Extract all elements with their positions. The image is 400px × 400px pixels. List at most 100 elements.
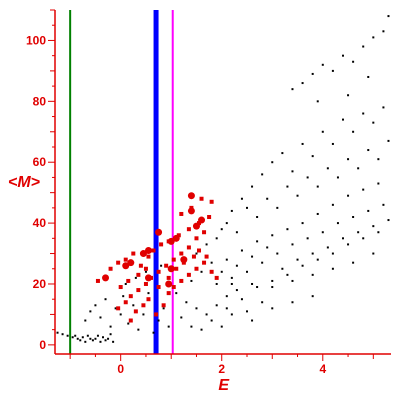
data-point [362, 237, 365, 240]
data-point [326, 167, 329, 170]
data-point [362, 188, 365, 191]
data-point [156, 269, 161, 274]
data-point [205, 313, 208, 316]
data-point [99, 316, 102, 319]
data-point [336, 176, 339, 179]
data-point [321, 130, 324, 133]
data-point [109, 325, 112, 328]
data-point [143, 266, 148, 271]
data-point [179, 251, 184, 256]
data-point [387, 139, 390, 142]
data-point [377, 182, 380, 185]
data-point [246, 206, 248, 209]
data-point [235, 289, 238, 292]
data-point [146, 297, 151, 302]
data-point [112, 340, 115, 343]
data-point [160, 264, 163, 267]
data-point [136, 272, 141, 277]
data-point [179, 278, 184, 283]
data-point [180, 316, 183, 319]
data-point [143, 281, 148, 286]
data-point [122, 262, 130, 270]
x-tick-label: 0 [117, 362, 124, 376]
data-point [220, 270, 223, 273]
data-point [81, 336, 84, 339]
data-point [291, 279, 294, 282]
data-point [256, 240, 259, 243]
data-point [147, 292, 150, 295]
data-point [166, 275, 171, 280]
data-point [316, 212, 319, 215]
data-point [367, 75, 370, 78]
data-point [321, 231, 324, 234]
data-point [152, 331, 155, 334]
data-point [186, 227, 191, 232]
data-point [192, 222, 200, 230]
data-point [276, 206, 279, 209]
data-point [155, 228, 163, 236]
data-point [104, 298, 107, 301]
data-point [202, 230, 207, 235]
data-points [56, 15, 390, 343]
data-point [256, 286, 259, 289]
data-point [362, 45, 365, 48]
data-point [342, 54, 344, 57]
data-point [128, 294, 133, 299]
data-point [266, 246, 269, 249]
data-point [199, 196, 204, 201]
data-point [56, 331, 59, 334]
data-point [209, 199, 214, 204]
data-point [127, 322, 130, 325]
data-point [116, 260, 121, 265]
data-point [372, 252, 375, 255]
data-point [347, 194, 350, 197]
data-point [321, 63, 324, 66]
data-point [71, 336, 74, 339]
y-tick-label: 0 [39, 338, 46, 352]
data-point [164, 263, 169, 268]
data-point [142, 313, 145, 316]
x-tick-label: 4 [319, 362, 326, 376]
data-point [144, 270, 147, 273]
data-point [331, 267, 334, 270]
data-point [301, 142, 304, 145]
data-point [230, 209, 233, 212]
data-point [128, 318, 133, 323]
data-point [246, 270, 248, 273]
data-point [246, 310, 248, 313]
y-tick-label: 80 [33, 94, 47, 108]
data-point [377, 158, 380, 161]
data-point [271, 234, 274, 237]
data-point [336, 222, 339, 225]
data-point [127, 259, 135, 267]
data-point [114, 307, 117, 310]
data-point [91, 339, 94, 342]
data-point [138, 263, 143, 268]
data-point [172, 234, 180, 242]
data-point [159, 242, 164, 247]
data-point [84, 319, 87, 322]
data-point [316, 258, 319, 261]
data-point [331, 252, 334, 255]
data-point [347, 158, 350, 161]
data-point [306, 176, 309, 179]
data-point [240, 298, 243, 301]
data-point [387, 15, 390, 18]
data-point [357, 231, 360, 234]
data-point [118, 285, 123, 290]
data-point [190, 325, 193, 328]
data-point [261, 173, 264, 176]
data-point [271, 161, 274, 164]
data-point [124, 282, 127, 285]
data-point [137, 328, 140, 331]
data-point [146, 254, 151, 259]
data-point [171, 285, 176, 290]
data-point [296, 194, 299, 197]
data-point [187, 192, 195, 200]
data-point [197, 221, 201, 226]
data-point [191, 254, 196, 259]
data-point [179, 211, 184, 216]
data-point [281, 267, 284, 270]
data-point [230, 313, 233, 316]
